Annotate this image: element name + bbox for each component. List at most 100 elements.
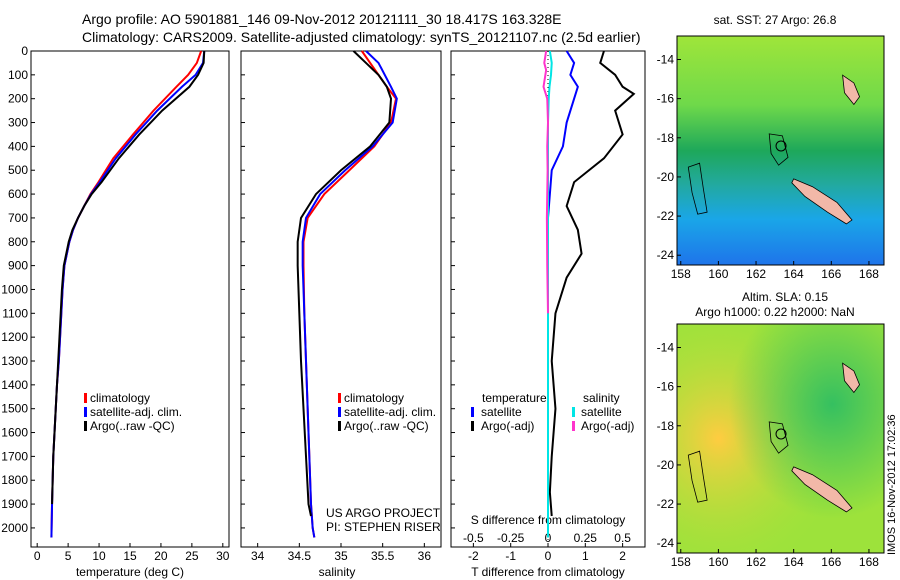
depth-tick-label: 1700 <box>1 449 28 463</box>
legend-label-argo: Argo(..raw -QC) <box>90 419 175 433</box>
x-tick-label: 0 <box>34 549 41 563</box>
salinity-diff-tick-label: 0.25 <box>574 531 598 545</box>
legend-line-argo <box>84 421 87 431</box>
x-tick-label: 20 <box>154 549 168 563</box>
map-lon-tick-label: 164 <box>784 267 804 281</box>
x-tick-label: 35.5 <box>371 549 395 563</box>
reef-contour <box>687 450 708 503</box>
argo-location-marker <box>775 140 787 152</box>
salinity-diff-tick-label: -0.25 <box>497 531 525 545</box>
legend-label-satellite: satellite-adj. clim. <box>90 405 182 419</box>
x-tick-label: -1 <box>505 549 516 563</box>
x-tick-label: 10 <box>92 549 106 563</box>
depth-tick-label: 1900 <box>1 497 28 511</box>
map-lat-tick-label: -24 <box>657 248 675 262</box>
x-tick-label: 34 <box>251 549 265 563</box>
temperature-xlabel: temperature (deg C) <box>76 565 184 579</box>
argo-location-marker <box>775 428 787 440</box>
legend-label-satellite: satellite-adj. clim. <box>344 405 436 419</box>
depth-tick-label: 1200 <box>1 330 28 344</box>
depth-tick-label: 1400 <box>1 378 28 392</box>
x-tick-label: 1 <box>582 549 589 563</box>
depth-tick-label: 900 <box>8 259 28 273</box>
map-lat-tick-label: -16 <box>657 92 675 106</box>
map-lon-tick-label: 160 <box>708 267 728 281</box>
legend-line-t-argo <box>471 421 474 431</box>
x-tick-label: 5 <box>65 549 72 563</box>
series-line-salinity-argo-adj- <box>542 50 550 314</box>
header-line-2: Climatology: CARS2009. Satellite-adjuste… <box>82 29 640 45</box>
depth-tick-label: 500 <box>8 163 28 177</box>
map-lon-tick-label: 158 <box>671 555 691 569</box>
legend-line-satellite <box>84 407 87 417</box>
x-tick-label: 36 <box>418 549 432 563</box>
series-line-temperature-satellite <box>547 50 579 538</box>
header-line-1: Argo profile: AO 5901881_146 09-Nov-2012… <box>82 11 562 27</box>
salinity-diff-tick-label: 0.5 <box>614 531 631 545</box>
series-line-argo-raw-qc- <box>51 50 206 505</box>
legend-label-t-satellite: satellite <box>481 405 522 419</box>
reef-contour <box>687 162 708 215</box>
sst-map: sat. SST: 27 Argo: 26.8 158 160 162 164 166 1… <box>657 13 885 281</box>
sla-map-frame <box>676 323 885 554</box>
depth-tick-label: 0 <box>21 44 28 58</box>
map-lon-tick-label: 166 <box>821 555 841 569</box>
sst-map-title: sat. SST: 27 Argo: 26.8 <box>714 13 837 27</box>
series-line-satellite-adj-clim- <box>301 50 398 538</box>
footer-stamp: IMOS 16-Nov-2012 17:02:36 <box>886 414 898 555</box>
x-tick-label: 30 <box>216 549 230 563</box>
legend-label-climatology: climatology <box>344 391 404 405</box>
legend-label-s-argo: Argo(-adj) <box>581 419 634 433</box>
reef-contour <box>768 421 789 454</box>
depth-tick-label: 2000 <box>1 521 28 535</box>
x-tick-label: 25 <box>185 549 199 563</box>
depth-tick-label: 700 <box>8 211 28 225</box>
island-vanuatu <box>842 74 860 106</box>
legend-line-climatology <box>338 393 341 403</box>
salinity-axes-frame <box>240 50 442 548</box>
series-line-satellite-adj-clim- <box>50 50 206 538</box>
reef-contour <box>768 133 789 166</box>
map-lon-tick-label: 162 <box>746 267 766 281</box>
depth-tick-label: 1800 <box>1 473 28 487</box>
depth-tick-label: 100 <box>8 68 28 82</box>
legend-line-s-satellite <box>572 407 575 417</box>
temperature-panel: temperature (deg C) climatology satellit… <box>1 44 230 579</box>
island-vanuatu <box>842 362 860 394</box>
map-lat-tick-label: -24 <box>657 536 675 550</box>
x-tick-label: 34.5 <box>288 549 312 563</box>
legend-label-argo: Argo(..raw -QC) <box>344 419 429 433</box>
series-line-climatology <box>50 50 203 538</box>
island-new-caledonia <box>791 466 853 513</box>
legend-label-t-argo: Argo(-adj) <box>481 419 534 433</box>
depth-tick-label: 1100 <box>2 306 28 320</box>
x-tick-label: 2 <box>619 549 626 563</box>
depth-tick-label: 600 <box>8 187 28 201</box>
map-lon-tick-label: 168 <box>859 555 879 569</box>
map-lon-tick-label: 168 <box>859 267 879 281</box>
project-annotation-line-2: PI: STEPHEN RISER <box>326 520 441 534</box>
depth-tick-label: 1500 <box>1 402 28 416</box>
map-lon-tick-label: 162 <box>746 555 766 569</box>
map-lat-tick-label: -22 <box>657 209 675 223</box>
depth-tick-label: 800 <box>8 235 28 249</box>
x-tick-label: 35 <box>334 549 348 563</box>
map-lat-tick-label: -18 <box>657 131 675 145</box>
map-lat-tick-label: -14 <box>657 340 675 354</box>
salinity-legend: climatology satellite-adj. clim. Argo(..… <box>338 391 436 433</box>
depth-tick-label: 1600 <box>1 426 28 440</box>
map-lat-tick-label: -22 <box>657 497 675 511</box>
legend-title-salinity: salinity <box>583 391 620 405</box>
legend-line-satellite <box>338 407 341 417</box>
difference-xlabel: T difference from climatology <box>471 565 625 579</box>
legend-line-climatology <box>84 393 87 403</box>
depth-tick-label: 200 <box>8 92 28 106</box>
salinity-diff-tick-label: 0 <box>545 531 552 545</box>
salinity-panel: salinity climatology satellite-adj. clim… <box>240 50 442 579</box>
legend-line-argo <box>338 421 341 431</box>
map-lon-tick-label: 160 <box>708 555 728 569</box>
x-tick-label: 15 <box>123 549 137 563</box>
depth-tick-label: 1300 <box>1 354 28 368</box>
map-lon-tick-label: 164 <box>784 555 804 569</box>
legend-label-climatology: climatology <box>90 391 150 405</box>
